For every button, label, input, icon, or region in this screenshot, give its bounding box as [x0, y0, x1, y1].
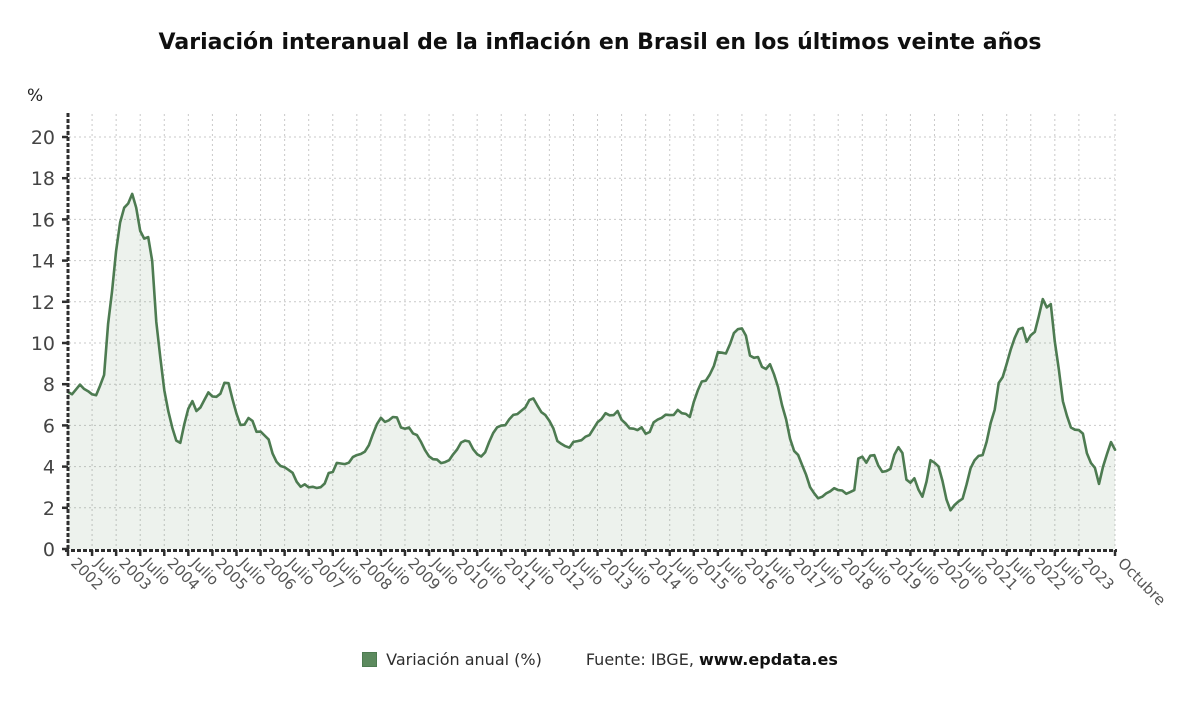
y-tick-label: 4 — [43, 457, 55, 479]
series-line — [66, 192, 1117, 512]
y-tick-label: 20 — [31, 127, 55, 149]
chart-footer: Variación anual (%) Fuente: IBGE, www.ep… — [0, 650, 1200, 669]
inflation-area-chart: 024681012141618202002Julio2003Julio2004J… — [31, 113, 1169, 609]
y-tick-label: 16 — [31, 209, 55, 231]
source-prefix: Fuente: IBGE, — [585, 650, 699, 669]
y-axis-unit-label: % — [27, 86, 44, 106]
x-tick-label: Octubre — [1114, 554, 1169, 609]
y-tick-label: 0 — [43, 539, 55, 561]
y-tick-label: 6 — [43, 415, 55, 437]
source-text: Fuente: IBGE, www.epdata.es — [586, 650, 838, 669]
y-tick-label: 8 — [43, 374, 55, 396]
chart-title: Variación interanual de la inflación en … — [158, 30, 1042, 55]
y-tick-label: 14 — [31, 251, 55, 273]
source-link[interactable]: www.epdata.es — [698, 650, 838, 669]
legend-series-label: Variación anual (%) — [386, 650, 542, 669]
y-tick-label: 10 — [31, 333, 55, 355]
y-tick-label: 18 — [31, 168, 55, 190]
y-tick-label: 12 — [31, 292, 55, 314]
y-tick-label: 2 — [43, 498, 55, 520]
legend-series-swatch-icon — [362, 652, 378, 667]
series-area-fill — [68, 193, 1115, 549]
